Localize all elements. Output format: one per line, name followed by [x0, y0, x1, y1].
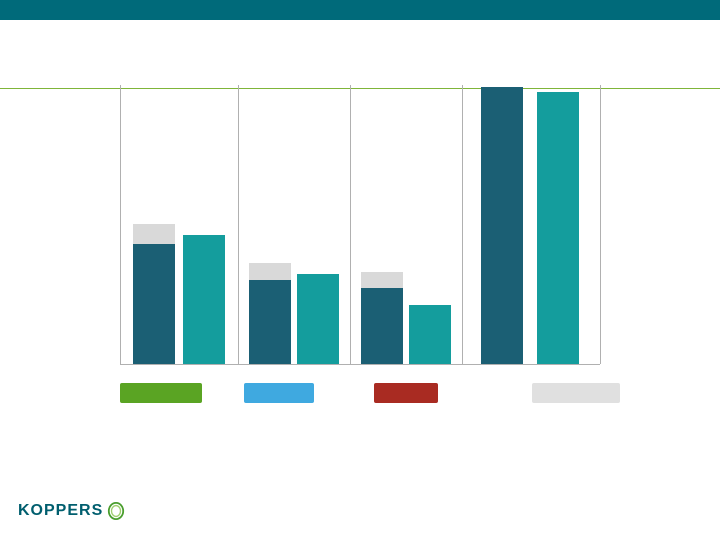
bar-segment — [361, 288, 403, 364]
chart-panel — [121, 85, 239, 364]
legend-swatch — [244, 383, 314, 403]
bar-segment — [537, 92, 579, 364]
bar-segment — [481, 87, 523, 364]
legend-swatch — [120, 383, 202, 403]
legend-swatch — [374, 383, 438, 403]
logo-ring-icon — [107, 502, 125, 520]
legend-row — [120, 383, 720, 403]
bar-segment — [297, 274, 339, 364]
bar-segment — [133, 244, 175, 364]
bar-segment — [183, 235, 225, 364]
brand-logo: KOPPERS — [18, 502, 125, 520]
bar-segment — [133, 224, 175, 244]
bar-segment — [249, 280, 291, 364]
logo-text: KOPPERS — [18, 502, 103, 520]
bar-segment — [249, 263, 291, 280]
chart-panel — [239, 85, 351, 364]
chart-panel — [351, 85, 463, 364]
legend-swatch — [532, 383, 620, 403]
segment-bar-chart — [120, 85, 600, 365]
top-bar — [0, 0, 720, 20]
chart-panel — [463, 85, 601, 364]
bar-segment — [361, 272, 403, 289]
bar-segment — [409, 305, 451, 364]
